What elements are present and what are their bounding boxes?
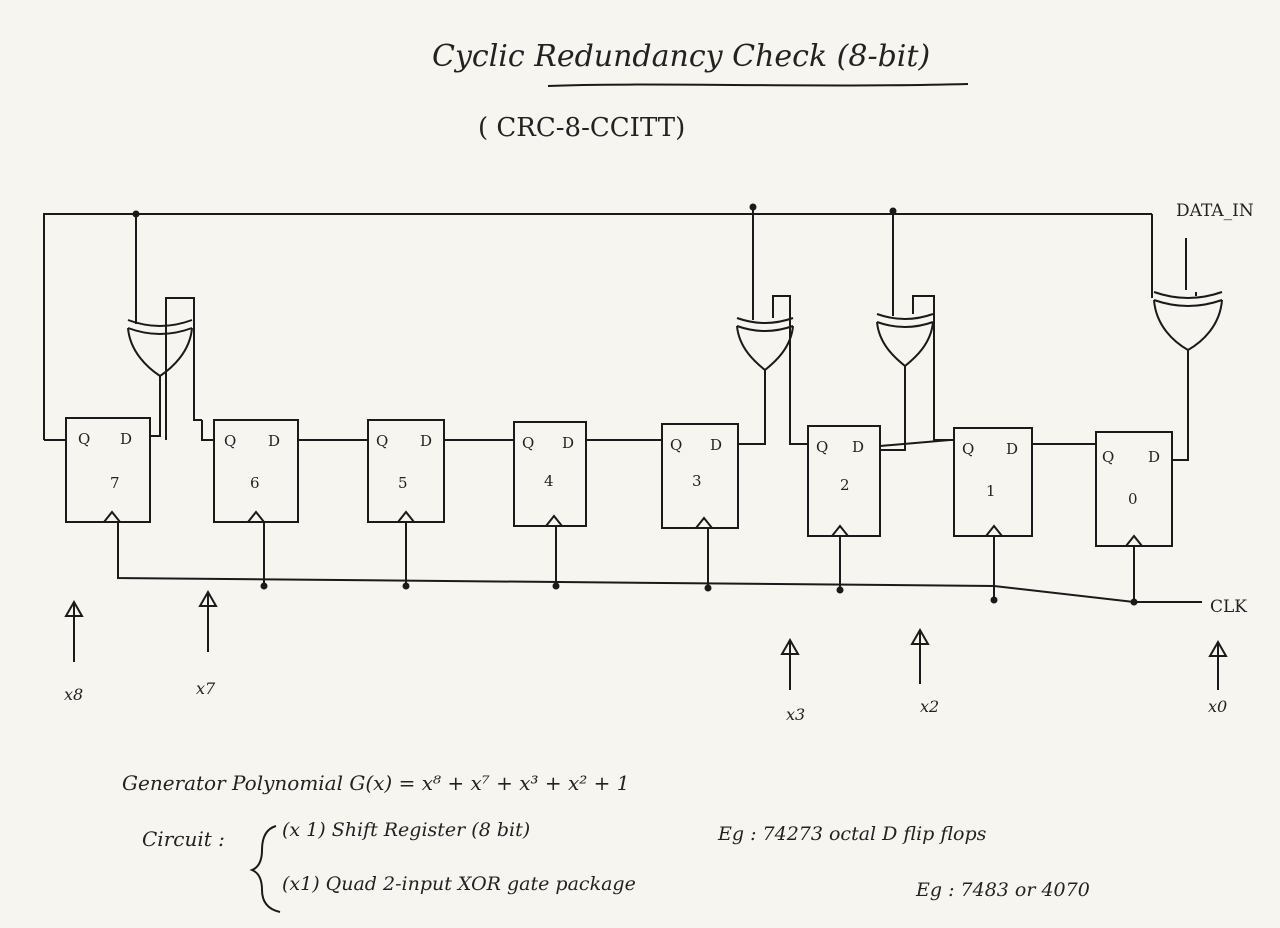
q-label: Q: [962, 440, 974, 458]
flip-flop-5: Q D 5: [367, 419, 445, 523]
clock-triangle: [985, 524, 1003, 537]
ff-number: 2: [840, 476, 850, 494]
ff-number: 6: [250, 474, 260, 492]
d-label: D: [1148, 448, 1160, 466]
junction-dot: [990, 596, 998, 604]
ff-number: 3: [692, 472, 702, 490]
component-2: (x1) Quad 2-input XOR gate package: [282, 873, 636, 895]
feedback-bus: [43, 213, 1152, 440]
d-label: D: [852, 438, 864, 456]
clock-bus: [117, 522, 1202, 603]
flip-flop-0: Q D 0: [1095, 431, 1173, 547]
d-label: D: [1006, 440, 1018, 458]
xor-gate: [876, 313, 934, 368]
q-label: Q: [1102, 448, 1114, 466]
d-label: D: [710, 436, 722, 454]
junction-dot: [704, 584, 712, 592]
shift-wire: [879, 439, 954, 447]
diagram-subtitle: ( CRC-8-CCITT): [478, 113, 685, 143]
flip-flop-2: Q D 2: [807, 425, 881, 537]
d-label: D: [562, 434, 574, 452]
q-label: Q: [816, 438, 828, 456]
q-label: Q: [376, 432, 388, 450]
xor-input-wire: [772, 295, 804, 445]
junction-dot: [836, 586, 844, 594]
clk-label: CLK: [1210, 597, 1247, 617]
tap-label: x2: [920, 697, 939, 716]
clock-triangle: [247, 510, 265, 523]
flip-flop-7: Q D 7: [65, 417, 151, 523]
tap-label: x8: [64, 685, 83, 704]
shift-wire: [201, 420, 214, 441]
ff-number: 0: [1128, 490, 1138, 508]
q-label: Q: [522, 434, 534, 452]
tap-arrow: [198, 589, 218, 652]
clock-triangle: [695, 516, 713, 529]
q-label: Q: [224, 432, 236, 450]
brace: [249, 825, 281, 913]
component-1-example: Eg : 74273 octal D flip flops: [717, 823, 987, 845]
d-label: D: [120, 430, 132, 448]
xor-input-wire: [165, 297, 202, 440]
ff-number: 5: [398, 474, 408, 492]
tap-arrow: [910, 627, 930, 684]
clock-triangle: [1125, 534, 1143, 547]
d-label: D: [268, 432, 280, 450]
flip-flop-6: Q D 6: [213, 419, 299, 523]
clock-triangle: [545, 514, 563, 527]
xor-gate: [127, 319, 193, 378]
xor-gate: [736, 317, 794, 372]
junction-dot: [1130, 598, 1138, 606]
component-1: (x 1) Shift Register (8 bit): [282, 819, 530, 841]
tap-arrow: [1208, 639, 1228, 690]
data-in-label: DATA_IN: [1176, 201, 1254, 221]
xor-output-wire: [880, 366, 906, 451]
flip-flop-3: Q D 3: [661, 423, 739, 529]
junction-dot: [552, 582, 560, 590]
ff-number: 4: [544, 472, 554, 490]
generator-polynomial: Generator Polynomial G(x) = x⁸ + x⁷ + x³…: [122, 771, 630, 795]
title-underline: [547, 83, 969, 87]
ff-number: 7: [110, 474, 120, 492]
xor-output-wire: [1172, 350, 1189, 461]
junction-dot: [402, 582, 410, 590]
clock-triangle: [103, 510, 121, 523]
xor-gate: [1153, 291, 1223, 352]
component-2-example: Eg : 7483 or 4070: [915, 879, 1090, 901]
tap-label: x3: [786, 705, 805, 724]
tap-arrow: [64, 599, 84, 662]
xor-output-wire: [738, 370, 766, 445]
flip-flop-1: Q D 1: [953, 427, 1033, 537]
diagram-title: Cyclic Redundancy Check (8-bit): [432, 39, 930, 74]
clock-triangle: [831, 524, 849, 537]
q-label: Q: [78, 430, 90, 448]
ff-number: 1: [986, 482, 996, 500]
tap-arrow: [780, 637, 800, 690]
q-label: Q: [670, 436, 682, 454]
circuit-label: Circuit :: [142, 827, 225, 851]
tap-label: x7: [196, 679, 216, 698]
junction-dot: [260, 582, 268, 590]
flip-flop-4: Q D 4: [513, 421, 587, 527]
d-label: D: [420, 432, 432, 450]
xor-output-wire: [150, 376, 161, 437]
tap-label: x0: [1208, 697, 1227, 716]
clock-triangle: [397, 510, 415, 523]
